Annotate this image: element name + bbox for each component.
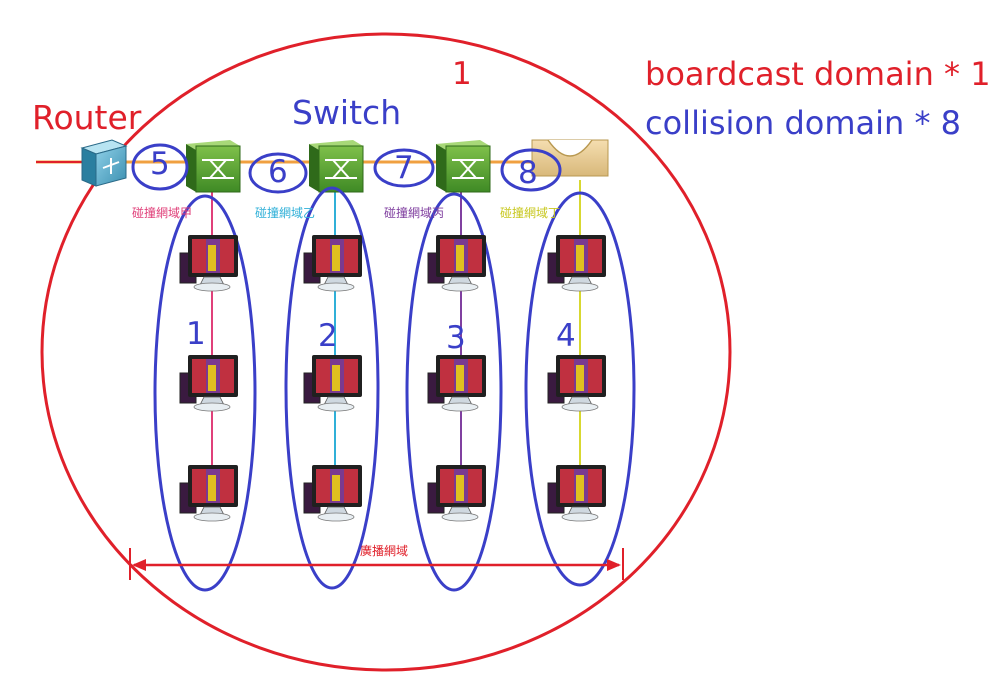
switch-icon — [309, 140, 364, 193]
collision-number-2: 2 — [318, 318, 338, 354]
switch-icon — [436, 140, 491, 193]
switch-icon — [186, 140, 241, 193]
broadcast-label: 廣播網域 — [360, 544, 409, 558]
collision-number-1: 1 — [186, 316, 206, 352]
computer-icon — [547, 464, 607, 522]
computer-icon — [427, 234, 487, 292]
collision-ellipse-3 — [405, 192, 503, 592]
computer-icon — [547, 354, 607, 412]
collision-ellipse-2 — [284, 186, 380, 590]
broadcast-domain-circle — [40, 32, 732, 672]
collision-ellipse-5 — [131, 143, 189, 191]
collision-ellipse-6 — [248, 152, 308, 194]
hub-icon — [531, 139, 609, 177]
collision-domain-label: collision domain * 8 — [645, 104, 961, 142]
segment-label-3: 碰撞網域丙 — [384, 206, 445, 220]
collision-ellipse-7 — [373, 148, 435, 188]
collision-number-4: 4 — [556, 318, 576, 354]
computer-icon — [303, 464, 363, 522]
collision-number-3: 3 — [446, 320, 466, 356]
collision-number-6: 6 — [268, 154, 288, 190]
computer-icon — [179, 234, 239, 292]
segment-label-4: 碰撞網域丁 — [500, 206, 561, 220]
computer-icon — [179, 354, 239, 412]
collision-number-5: 5 — [150, 146, 170, 182]
collision-ellipse-8 — [500, 148, 562, 192]
broadcast-domain-label: boardcast domain * 1 — [645, 55, 991, 93]
broadcast-arrow — [129, 548, 624, 580]
segment-label-1: 碰撞網域甲 — [132, 206, 193, 220]
broadcast-count: 1 — [452, 56, 472, 92]
computer-icon — [303, 234, 363, 292]
router-label: Router — [32, 98, 142, 137]
computer-icon — [427, 354, 487, 412]
collision-number-7: 7 — [394, 150, 414, 186]
computer-icon — [427, 464, 487, 522]
segment-label-2: 碰撞網域乙 — [255, 206, 316, 220]
switch-label: Switch — [292, 93, 402, 132]
collision-number-8: 8 — [518, 155, 538, 191]
computer-icon — [303, 354, 363, 412]
computer-icon — [547, 234, 607, 292]
collision-ellipse-1 — [153, 194, 257, 592]
router-icon — [80, 139, 128, 187]
computer-icon — [179, 464, 239, 522]
collision-ellipse-4 — [524, 191, 636, 587]
